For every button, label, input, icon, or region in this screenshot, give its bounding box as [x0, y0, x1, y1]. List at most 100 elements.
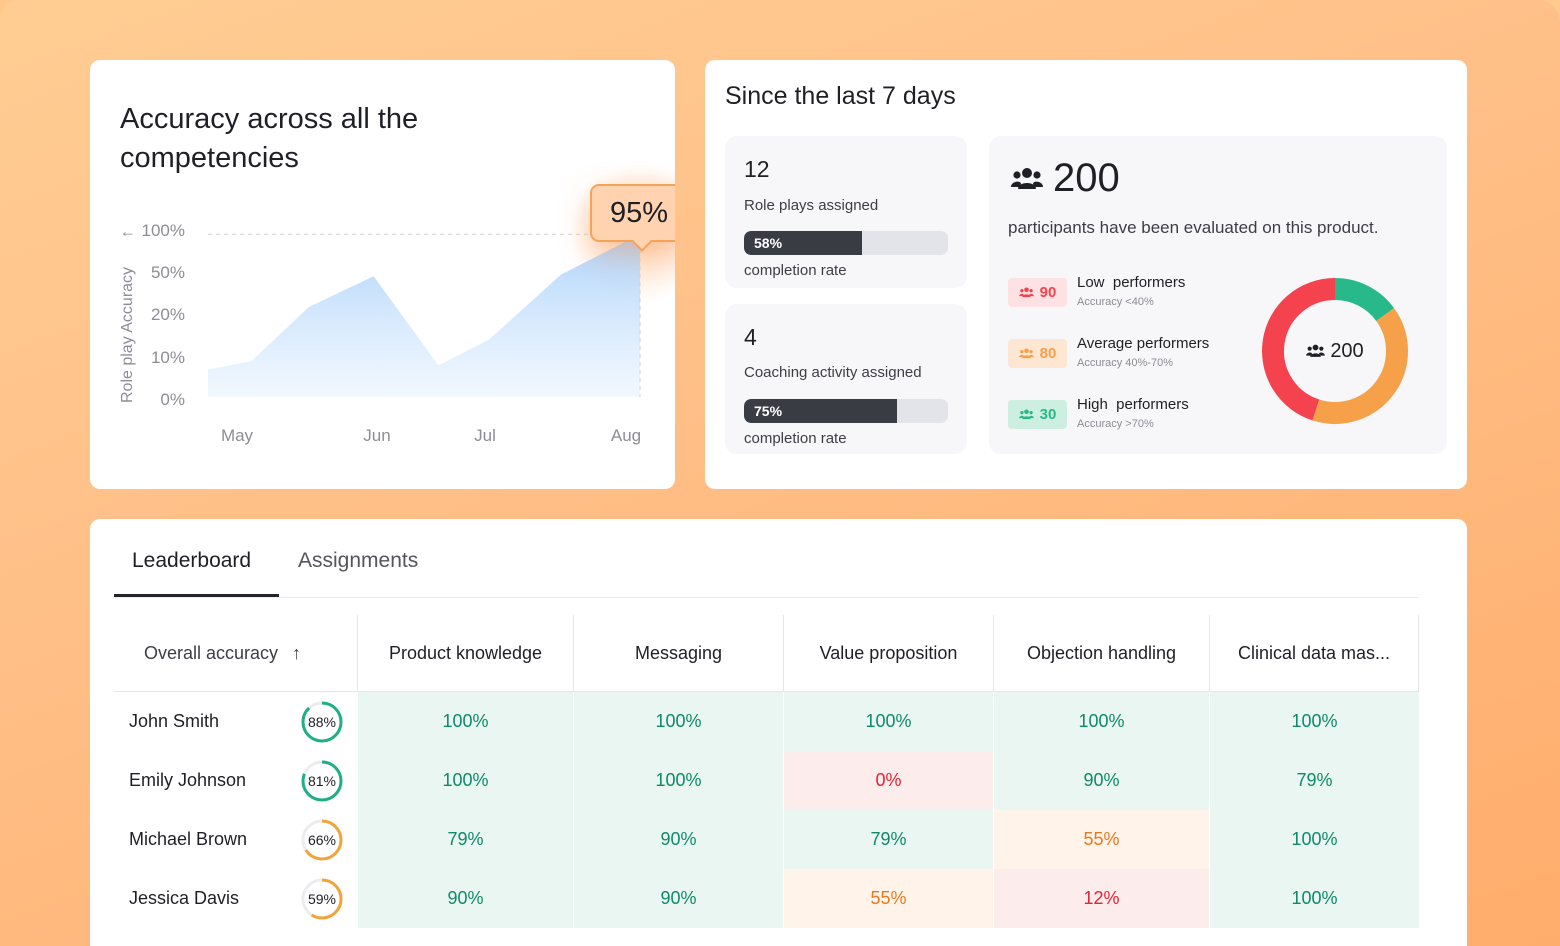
- participant-name: John Smith 88%: [114, 692, 357, 751]
- table-row[interactable]: Emily Johnson 81% 100% 100% 0% 90% 79%: [114, 751, 1419, 810]
- donut-slice: [1262, 278, 1336, 421]
- users-icon: [1018, 348, 1034, 359]
- tab-assignments[interactable]: Assignments: [298, 549, 419, 572]
- average-performers-title: Average performers: [1077, 335, 1210, 352]
- header-product-knowledge[interactable]: Product knowledge: [357, 615, 573, 692]
- coaching-count: 4: [744, 324, 757, 350]
- ring-fill: [301, 819, 343, 861]
- score-cell: 90%: [573, 810, 783, 869]
- high-performers-sub: Accuracy >70%: [1077, 418, 1154, 430]
- average-performers-count: 80: [1039, 345, 1057, 362]
- participant-name: Jessica Davis 59%: [114, 869, 357, 928]
- leaderboard-table: Overall accuracy ↑ Product knowledge Mes…: [114, 615, 1419, 928]
- participant-name-text: Michael Brown: [129, 829, 248, 849]
- score-cell: 100%: [993, 692, 1209, 751]
- users-icon: [1018, 409, 1034, 420]
- low-performers-count: 90: [1039, 284, 1057, 301]
- accuracy-callout: 95%: [590, 184, 675, 242]
- coaching-rate-label: completion rate: [744, 430, 847, 447]
- coaching-tile: 4 Coaching activity assigned 75% complet…: [725, 304, 967, 454]
- participants-total: 200: [1011, 156, 1120, 201]
- performers-donut-chart: 200: [1260, 276, 1410, 426]
- score-cell: 79%: [357, 810, 573, 869]
- participants-count: 200: [1053, 156, 1120, 200]
- sort-arrow-icon[interactable]: ↑: [292, 643, 302, 663]
- low-performers-row: 90 Low performers Accuracy <40%: [1008, 274, 1185, 308]
- stats-card: Since the last 7 days 12 Role plays assi…: [705, 60, 1467, 489]
- chart-title: Accuracy across all the competencies: [120, 103, 419, 174]
- table-row[interactable]: John Smith 88% 100% 100% 100% 100% 100%: [114, 692, 1419, 751]
- score-cell: 100%: [573, 751, 783, 810]
- role-plays-rate-label: completion rate: [744, 262, 847, 279]
- header-objection-handling[interactable]: Objection handling: [993, 615, 1209, 692]
- score-cell: 12%: [993, 869, 1209, 928]
- score-cell: 90%: [573, 869, 783, 928]
- y-tick-label: 20%: [151, 305, 185, 324]
- high-performers-count: 30: [1039, 406, 1057, 423]
- score-cell: 100%: [783, 692, 993, 751]
- table-row[interactable]: Jessica Davis 59% 90% 90% 55% 12% 100%: [114, 869, 1419, 928]
- header-overall-accuracy-label: Overall accuracy: [144, 643, 279, 663]
- y-tick-label: 0%: [160, 390, 185, 409]
- accuracy-chart-card: Accuracy across all the competencies Rol…: [90, 60, 675, 489]
- role-plays-count: 12: [744, 156, 770, 182]
- donut-slice: [1334, 278, 1395, 322]
- overall-accuracy-ring: [301, 760, 343, 802]
- x-tick-label: May: [221, 426, 254, 445]
- y-tick-label: 50%: [151, 263, 185, 282]
- role-plays-progress: 58%: [744, 231, 948, 255]
- low-performers-sub: Accuracy <40%: [1077, 296, 1154, 308]
- y-axis-arrow-icon: ↑: [119, 230, 136, 238]
- y-tick-label: 100%: [142, 221, 185, 240]
- participant-name-text: Emily Johnson: [129, 770, 247, 790]
- header-clinical-data[interactable]: Clinical data mas...: [1209, 615, 1419, 692]
- ring-fill: [301, 878, 343, 920]
- table-row[interactable]: Michael Brown 66% 79% 90% 79% 55% 100%: [114, 810, 1419, 869]
- coaching-progress-fill: [744, 399, 897, 423]
- score-cell: 90%: [357, 869, 573, 928]
- coaching-rate: 75%: [754, 403, 783, 419]
- header-messaging[interactable]: Messaging: [573, 615, 783, 692]
- header-overall-accuracy[interactable]: Overall accuracy ↑: [114, 615, 357, 692]
- tab-divider: [114, 597, 1419, 598]
- role-plays-rate: 58%: [754, 235, 783, 251]
- header-value-proposition[interactable]: Value proposition: [783, 615, 993, 692]
- score-cell: 100%: [357, 751, 573, 810]
- score-cell: 100%: [573, 692, 783, 751]
- tab-leaderboard[interactable]: Leaderboard: [132, 549, 252, 572]
- users-icon: [1011, 167, 1043, 189]
- leaderboard-card: Leaderboard Assignments Overall accuracy…: [90, 519, 1467, 946]
- high-performers-badge: 30: [1008, 400, 1067, 429]
- score-cell: 100%: [357, 692, 573, 751]
- donut-center-value: 200: [1330, 339, 1364, 362]
- active-tab-indicator: [114, 594, 279, 597]
- average-performers-badge: 80: [1008, 339, 1067, 368]
- role-plays-label: Role plays assigned: [744, 197, 879, 214]
- ring-fill: [301, 760, 343, 802]
- role-plays-tile: 12 Role plays assigned 58% completion ra…: [725, 136, 967, 288]
- participants-panel: 200 participants have been evaluated on …: [989, 136, 1447, 454]
- average-performers-sub: Accuracy 40%-70%: [1077, 357, 1173, 369]
- score-cell: 100%: [1209, 692, 1419, 751]
- score-cell: 0%: [783, 751, 993, 810]
- table-body: John Smith 88% 100% 100% 100% 100% 100% Emily J…: [114, 692, 1419, 928]
- x-tick-label: Aug: [611, 426, 641, 445]
- coaching-label: Coaching activity assigned: [744, 364, 922, 381]
- stats-heading: Since the last 7 days: [725, 82, 956, 110]
- participant-name: Michael Brown 66%: [114, 810, 357, 869]
- overall-accuracy-value: 81%: [307, 773, 337, 789]
- score-cell: 55%: [993, 810, 1209, 869]
- overall-accuracy-ring: [301, 701, 343, 743]
- x-tick-label: Jul: [474, 426, 496, 445]
- participants-description: participants have been evaluated on this…: [1008, 218, 1379, 237]
- donut-slice: [1312, 308, 1408, 424]
- users-icon: [1306, 344, 1326, 357]
- score-cell: 79%: [783, 810, 993, 869]
- average-performers-row: 80 Average performers Accuracy 40%-70%: [1008, 335, 1209, 369]
- score-cell: 100%: [1209, 869, 1419, 928]
- high-performers-title: High performers: [1077, 396, 1189, 413]
- high-performers-row: 30 High performers Accuracy >70%: [1008, 396, 1189, 430]
- overall-accuracy-value: 66%: [307, 832, 337, 848]
- donut-svg: [1262, 278, 1408, 424]
- table-header: Overall accuracy ↑ Product knowledge Mes…: [114, 615, 1419, 692]
